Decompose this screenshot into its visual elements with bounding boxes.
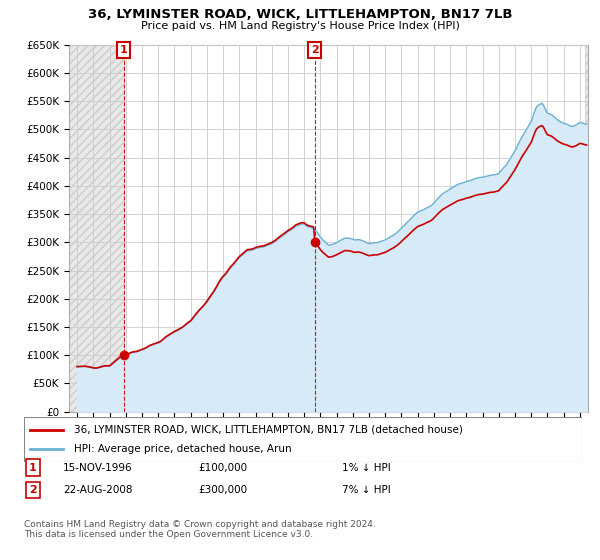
Bar	[585, 45, 588, 412]
Text: HPI: Average price, detached house, Arun: HPI: Average price, detached house, Arun	[74, 445, 292, 455]
Bar	[585, 45, 588, 412]
Text: £300,000: £300,000	[198, 485, 247, 495]
Text: 36, LYMINSTER ROAD, WICK, LITTLEHAMPTON, BN17 7LB (detached house): 36, LYMINSTER ROAD, WICK, LITTLEHAMPTON,…	[74, 424, 463, 435]
Bar	[69, 45, 124, 412]
Text: 1% ↓ HPI: 1% ↓ HPI	[342, 463, 391, 473]
Text: 7% ↓ HPI: 7% ↓ HPI	[342, 485, 391, 495]
Text: 22-AUG-2008: 22-AUG-2008	[63, 485, 133, 495]
Text: Price paid vs. HM Land Registry's House Price Index (HPI): Price paid vs. HM Land Registry's House …	[140, 21, 460, 31]
Text: 36, LYMINSTER ROAD, WICK, LITTLEHAMPTON, BN17 7LB: 36, LYMINSTER ROAD, WICK, LITTLEHAMPTON,…	[88, 8, 512, 21]
Text: £100,000: £100,000	[198, 463, 247, 473]
Text: 1: 1	[29, 463, 37, 473]
Text: Contains HM Land Registry data © Crown copyright and database right 2024.
This d: Contains HM Land Registry data © Crown c…	[24, 520, 376, 539]
Text: 2: 2	[311, 45, 319, 55]
Text: 2: 2	[29, 485, 37, 495]
Text: 15-NOV-1996: 15-NOV-1996	[63, 463, 133, 473]
Text: 1: 1	[120, 45, 128, 55]
Bar	[69, 45, 124, 412]
FancyBboxPatch shape	[24, 417, 582, 462]
